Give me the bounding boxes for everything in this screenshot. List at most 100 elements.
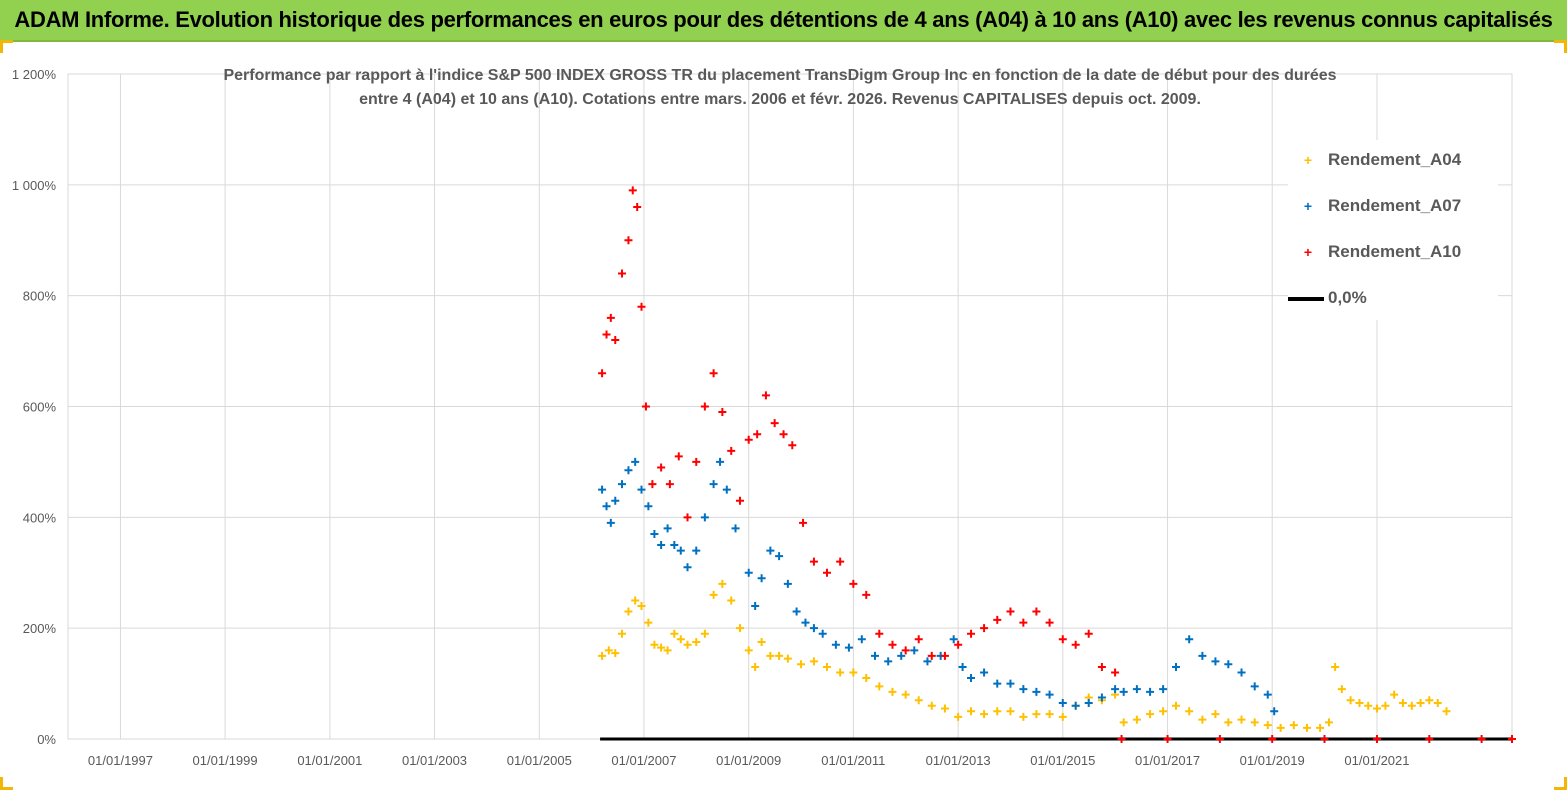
point-a07 [871, 651, 879, 660]
performance-chart: 0% 200% 400% 600% 800% 1 000% 1 200% 01/01/199… [12, 67, 1516, 768]
point-a10 [1508, 735, 1516, 743]
point-a04 [1433, 698, 1442, 707]
point-a04 [1355, 698, 1364, 707]
point-a10 [1097, 662, 1106, 671]
point-a04 [775, 651, 784, 660]
point-a10 [822, 568, 831, 577]
point-a10 [633, 203, 642, 211]
point-a10 [641, 402, 650, 411]
point-a10 [727, 446, 736, 455]
point-a04 [1331, 662, 1340, 671]
point-a07 [611, 496, 620, 505]
legend-marker-a07: + [1303, 198, 1313, 214]
point-a07 [967, 674, 976, 683]
point-a07 [993, 679, 1002, 688]
point-a04 [1045, 710, 1054, 719]
point-a10 [1215, 735, 1224, 743]
point-a10 [648, 480, 657, 489]
y-tick-label: 1 200% [12, 67, 57, 82]
frame-corner-top-left [0, 40, 13, 53]
point-a04 [1263, 721, 1272, 730]
point-a10 [1320, 735, 1329, 743]
point-a10 [606, 313, 615, 322]
point-a10 [1032, 607, 1041, 616]
point-a07 [1058, 698, 1067, 707]
point-a04 [927, 701, 936, 710]
legend-label-a10: Rendement_A10 [1328, 242, 1462, 261]
x-tick-label: 01/01/2015 [1030, 753, 1095, 768]
point-a10 [1477, 735, 1486, 743]
point-a10 [1006, 607, 1015, 616]
legend-marker-a10: + [1303, 244, 1313, 260]
point-a07 [809, 624, 818, 633]
point-a04 [914, 696, 923, 705]
point-a07 [1119, 687, 1128, 696]
point-a07 [1071, 701, 1080, 710]
point-a07 [1211, 657, 1220, 666]
point-a04 [751, 662, 760, 671]
point-a07 [602, 502, 611, 511]
legend-label-a04: Rendement_A04 [1328, 150, 1462, 169]
point-a07 [676, 546, 685, 555]
x-tick-label: 01/01/1997 [88, 753, 153, 768]
point-a10 [809, 557, 818, 566]
point-a04 [901, 690, 910, 699]
point-a07 [637, 485, 646, 494]
point-a04 [1019, 712, 1028, 721]
point-a04 [611, 649, 620, 658]
y-axis-ticks: 0% 200% 400% 600% 800% 1 000% 1 200% [12, 67, 57, 747]
point-a07 [1111, 685, 1120, 694]
point-a10 [657, 463, 666, 472]
point-a10 [940, 651, 949, 660]
point-a04 [670, 629, 679, 638]
point-a07 [958, 662, 967, 671]
point-a07 [1045, 690, 1054, 699]
point-a04 [1398, 698, 1407, 707]
point-a10 [993, 615, 1002, 624]
point-a04 [1407, 701, 1416, 710]
point-a10 [954, 640, 963, 649]
point-a04 [644, 618, 653, 627]
point-a04 [700, 629, 709, 638]
point-a10 [1019, 618, 1028, 627]
point-a04 [1416, 698, 1425, 707]
legend-item-a10: + Rendement_A10 [1288, 240, 1461, 264]
y-tick-label: 600% [23, 400, 57, 415]
point-a04 [849, 668, 858, 677]
point-a07 [650, 529, 659, 538]
point-a04 [637, 602, 646, 610]
point-a07 [624, 466, 633, 475]
y-tick-label: 0% [37, 732, 56, 747]
point-a04 [624, 607, 633, 616]
point-a04 [657, 643, 666, 652]
point-a07 [897, 651, 906, 660]
x-tick-label: 01/01/2007 [611, 753, 676, 768]
point-a07 [910, 646, 919, 655]
point-a07 [1146, 687, 1155, 696]
point-a04 [1198, 715, 1207, 724]
x-tick-label: 01/01/2009 [716, 753, 781, 768]
point-a10 [735, 496, 744, 505]
point-a04 [1146, 710, 1155, 719]
chart-subtitle-line1: Performance par rapport à l'indice S&P 5… [223, 67, 1337, 84]
point-a04 [1381, 701, 1390, 710]
point-a07 [775, 552, 784, 561]
point-a10 [683, 513, 692, 522]
point-a04 [993, 707, 1002, 716]
point-a04 [663, 646, 672, 655]
point-a07 [1097, 693, 1106, 702]
point-a10 [1425, 735, 1434, 743]
point-a04 [1058, 712, 1067, 721]
point-a04 [727, 596, 736, 605]
point-a04 [766, 651, 775, 660]
frame-corner-bottom-left [0, 777, 13, 790]
point-a07 [731, 524, 740, 533]
point-a04 [598, 651, 607, 660]
point-a07 [1224, 660, 1233, 669]
point-a10 [1071, 640, 1080, 649]
point-a07 [923, 657, 932, 666]
point-a07 [1032, 687, 1041, 696]
point-a04 [1289, 721, 1298, 730]
point-a04 [757, 638, 766, 647]
point-a07 [792, 607, 801, 616]
